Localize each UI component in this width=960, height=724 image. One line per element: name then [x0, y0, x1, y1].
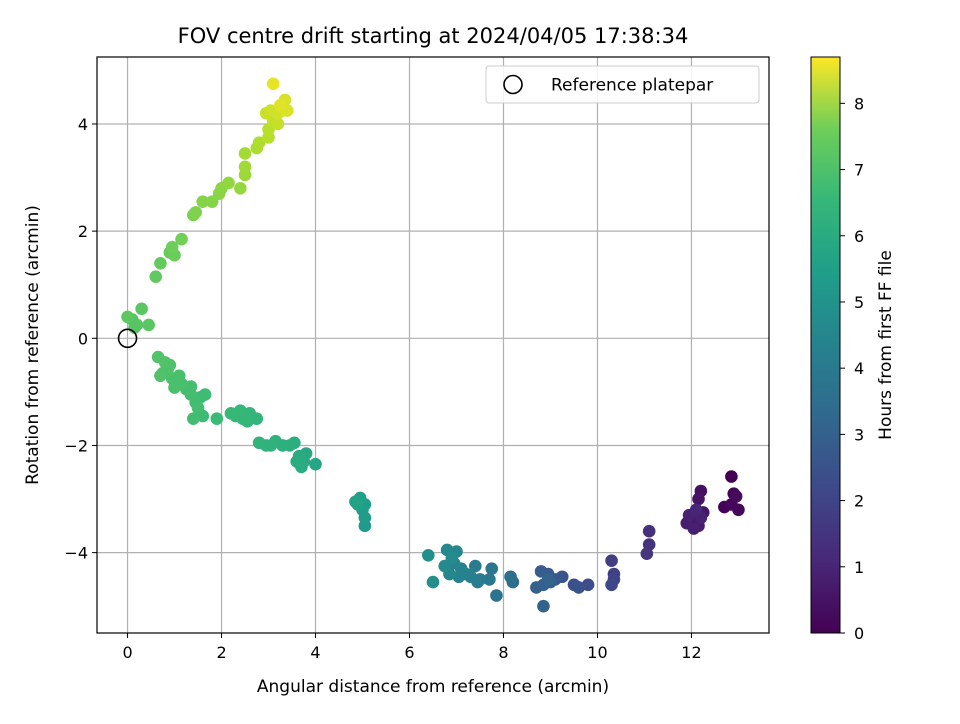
data-point [238, 147, 252, 160]
colorbar-tick-label: 1 [854, 558, 864, 577]
y-tick-label: 2 [78, 222, 88, 241]
data-point [187, 412, 200, 425]
plot-frame [96, 56, 770, 634]
data-point [732, 503, 745, 517]
chart-title: FOV centre drift starting at 2024/04/05 … [178, 24, 689, 48]
data-point [309, 457, 322, 471]
data-point [422, 549, 435, 562]
data-point [266, 77, 280, 91]
data-point [725, 470, 738, 483]
data-point [541, 573, 555, 586]
x-tick-label: 6 [404, 643, 414, 662]
data-point [642, 524, 656, 538]
data-point [468, 559, 482, 573]
data-point [295, 460, 308, 474]
data-point [135, 302, 148, 316]
x-axis-ticks: 0 2 4 6 8 10 12 [122, 633, 702, 662]
colorbar-tick-label: 0 [854, 624, 864, 643]
data-point [121, 310, 134, 324]
data-point [271, 117, 285, 131]
data-point [224, 407, 238, 420]
data-point [483, 573, 496, 586]
colorbar-tick-label: 5 [854, 293, 864, 312]
colorbar-tick-label: 2 [854, 492, 864, 511]
y-tick-label: −4 [64, 544, 88, 563]
data-point [490, 589, 503, 602]
data-point [572, 581, 585, 594]
data-point [238, 160, 252, 174]
colorbar: 0 1 2 3 4 5 6 7 8 Hours from first FF file [810, 56, 896, 643]
y-tick-label: 0 [78, 329, 88, 348]
data-point [349, 495, 362, 509]
data-point [689, 503, 703, 517]
grid-lines [97, 57, 769, 633]
data-point [530, 581, 543, 594]
data-point [273, 98, 287, 112]
data-point [191, 401, 205, 415]
data-point [252, 436, 266, 450]
data-point [445, 551, 459, 565]
data-points [121, 77, 745, 613]
colorbar-tick-label: 6 [854, 227, 864, 246]
data-point [234, 181, 247, 195]
y-axis-label: Rotation from reference (arcmin) [23, 205, 43, 485]
data-point [687, 522, 701, 535]
legend-marker-icon [503, 74, 523, 95]
x-tick-label: 4 [310, 643, 320, 662]
colorbar-tick-label: 4 [854, 359, 864, 378]
x-tick-label: 12 [681, 643, 701, 662]
data-point [640, 547, 654, 560]
x-tick-label: 8 [498, 643, 508, 662]
legend-box [485, 65, 760, 104]
colorbar-tick-label: 3 [854, 425, 864, 444]
data-point [222, 176, 235, 190]
data-point [729, 490, 743, 503]
colorbar-gradient [810, 56, 841, 634]
data-point [149, 270, 163, 283]
data-point [142, 318, 155, 332]
x-tick-label: 10 [587, 643, 607, 662]
reference-marker [117, 328, 138, 349]
data-point [151, 350, 165, 364]
data-point [426, 575, 440, 589]
x-axis-label: Angular distance from reference (arcmin) [257, 677, 609, 697]
y-axis-ticks: −4 −2 0 2 4 [64, 115, 97, 563]
colorbar-ticks: 0 1 2 3 4 5 6 7 8 [840, 94, 864, 643]
colorbar-tick-label: 7 [854, 161, 864, 180]
data-point [252, 136, 266, 150]
data-point [504, 570, 517, 584]
colorbar-label: Hours from first FF file [876, 250, 896, 440]
data-point [189, 206, 202, 219]
data-point [154, 369, 167, 383]
data-point [537, 599, 550, 613]
data-point [210, 412, 224, 425]
data-point [196, 195, 210, 208]
data-point [154, 256, 167, 270]
data-point [692, 492, 705, 506]
legend: Reference platepar [485, 65, 760, 104]
data-point [175, 232, 188, 246]
x-tick-label: 2 [216, 643, 226, 662]
data-point [605, 554, 618, 567]
y-tick-label: −2 [64, 436, 88, 455]
data-point [165, 240, 179, 254]
x-tick-label: 0 [122, 643, 132, 662]
legend-label: Reference platepar [551, 76, 713, 96]
data-point [485, 562, 499, 576]
colorbar-tick-label: 8 [854, 94, 864, 113]
y-tick-label: 4 [78, 115, 88, 134]
data-point [605, 578, 618, 592]
